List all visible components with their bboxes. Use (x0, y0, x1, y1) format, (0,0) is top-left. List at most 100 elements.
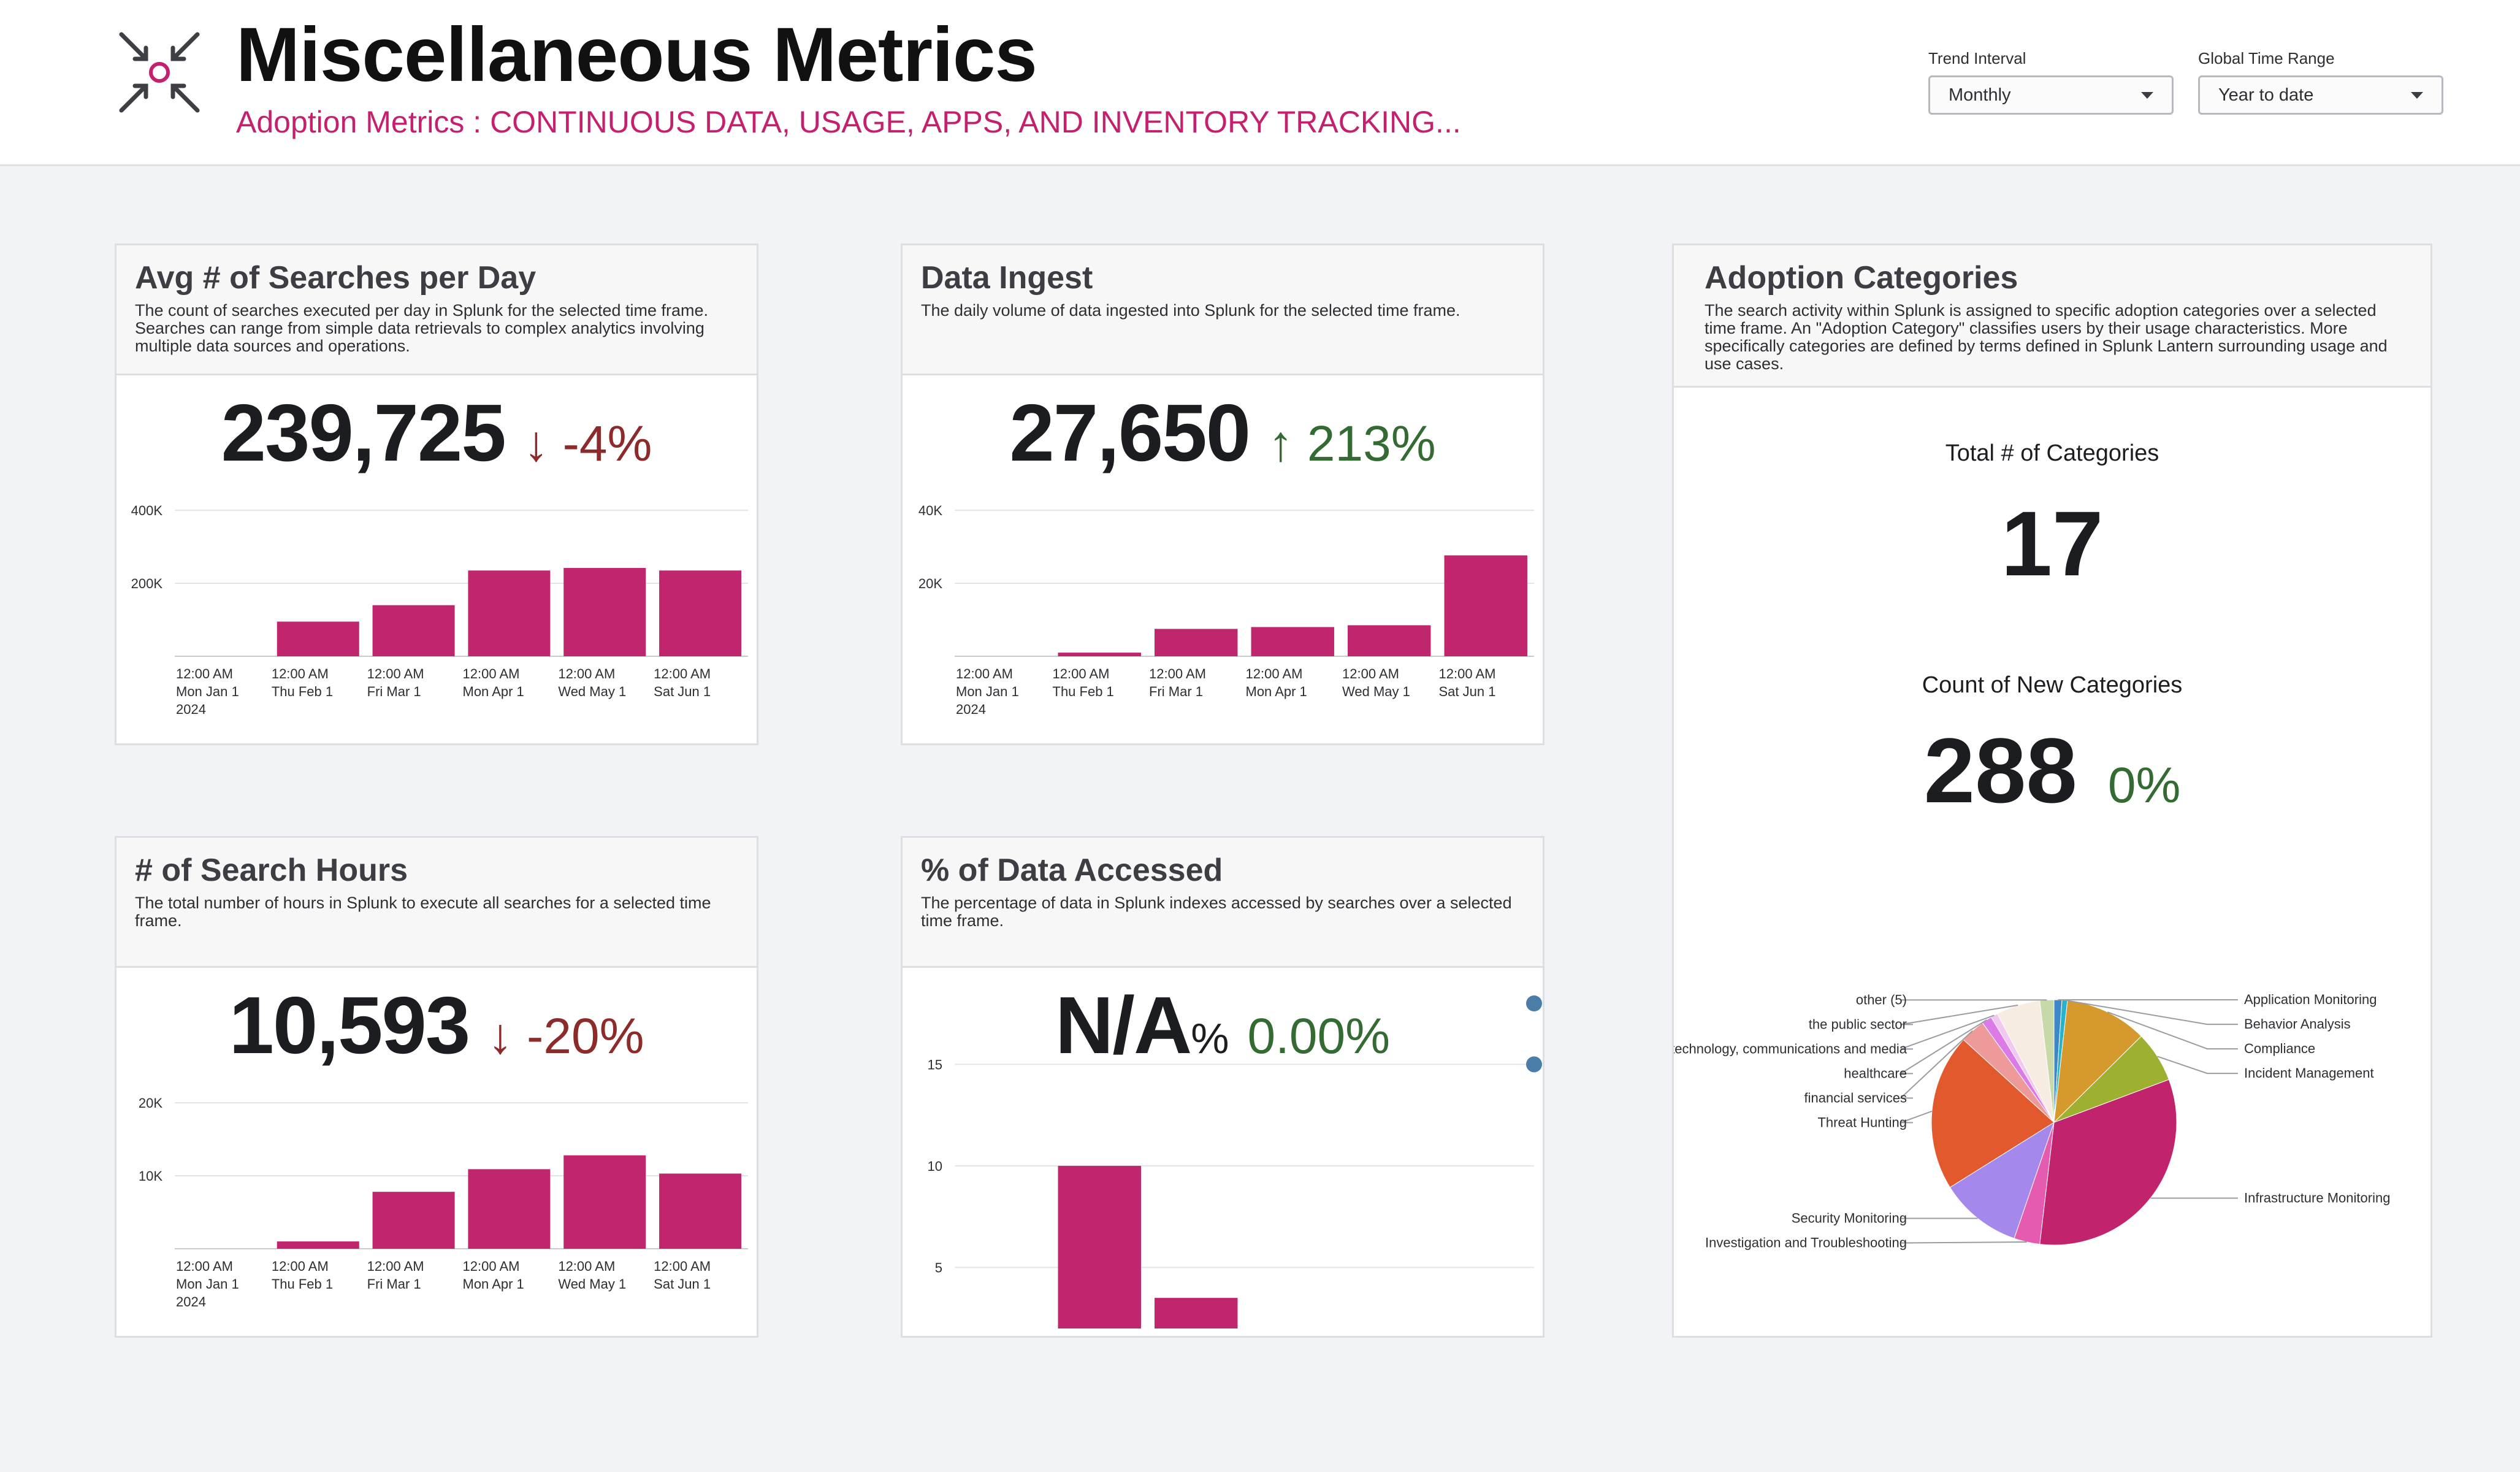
bar[interactable] (277, 1241, 359, 1249)
x-tick-label: Fri Mar 1 (367, 1276, 421, 1292)
x-tick-label: 12:00 AM (654, 1259, 711, 1274)
panel-title: Adoption Categories (1705, 260, 2018, 296)
bar[interactable] (659, 570, 742, 656)
x-tick-label: Mon Jan 1 (956, 684, 1019, 699)
new-categories-stat: 288 0% (1674, 718, 2430, 824)
x-tick-label: Thu Feb 1 (272, 1276, 333, 1292)
x-tick-label: Sat Jun 1 (654, 1276, 711, 1292)
y-tick-label: 20K (139, 1095, 162, 1111)
bar[interactable] (1155, 1298, 1238, 1328)
pie-leader-line (1900, 1110, 1933, 1124)
bar[interactable] (277, 621, 359, 656)
trend-interval-filter: Trend Interval Monthly (1928, 49, 2174, 115)
x-tick-label: Wed May 1 (1342, 684, 1410, 699)
stat-value: 239,725 (221, 388, 506, 478)
bar[interactable] (1348, 625, 1431, 656)
bar[interactable] (372, 1192, 455, 1249)
series-marker[interactable] (1526, 1056, 1542, 1073)
page-subtitle: Adoption Metrics : CONTINUOUS DATA, USAG… (236, 105, 1461, 139)
bar[interactable] (1058, 653, 1141, 656)
trend-interval-label: Trend Interval (1928, 49, 2026, 67)
x-tick-label: Wed May 1 (558, 1276, 626, 1292)
x-tick-label: Thu Feb 1 (272, 684, 333, 699)
pie-slice-label: Security Monitoring (1792, 1211, 1907, 1226)
trend-interval-select[interactable]: Monthly (1928, 75, 2174, 115)
pie-slice-label: other (5) (1856, 992, 1907, 1007)
hours-stat: 10,593 ↓ -20% (116, 979, 757, 1071)
trend-indicator: ↓ -4% (524, 416, 652, 472)
data-accessed-panel: % of Data Accessed The percentage of dat… (901, 836, 1544, 1338)
panel-description: The total number of hours in Splunk to e… (135, 894, 711, 930)
x-tick-label: Fri Mar 1 (1149, 684, 1203, 699)
pie-leader-line (1900, 1014, 1995, 1050)
pie-slice-label: Infrastructure Monitoring (2244, 1190, 2390, 1205)
x-tick-label: Mon Apr 1 (1246, 684, 1307, 699)
stat-value: 10,593 (229, 980, 471, 1070)
bar[interactable] (1444, 555, 1527, 656)
y-tick-label: 10 (928, 1159, 942, 1174)
arrow-down-icon: ↓ (523, 416, 549, 472)
trend-value: -4% (562, 416, 652, 472)
bar[interactable] (659, 1173, 742, 1249)
pie-slice-label: Investigation and Troubleshooting (1705, 1235, 1907, 1251)
pie-slice[interactable] (1931, 1039, 2055, 1188)
pie-slice[interactable] (2039, 1079, 2177, 1246)
bar[interactable] (372, 605, 455, 656)
bar[interactable] (563, 1155, 646, 1249)
bar[interactable] (1058, 1165, 1141, 1328)
bar[interactable] (1251, 627, 1334, 656)
x-tick-label: 12:00 AM (176, 1259, 233, 1274)
bar[interactable] (1155, 629, 1238, 656)
pie-leader-line (1900, 1004, 2018, 1025)
series-marker[interactable] (1526, 995, 1542, 1011)
panel-header: # of Search Hours The total number of ho… (116, 838, 757, 968)
arrows-converging-target-icon (119, 32, 200, 113)
global-time-range-filter: Global Time Range Year to date (2198, 49, 2443, 115)
pie-leader-line (1899, 1030, 1973, 1099)
x-tick-label: 12:00 AM (654, 666, 711, 681)
y-tick-label: 40K (918, 503, 942, 518)
x-tick-label: 12:00 AM (1342, 666, 1399, 681)
pie-slice-label: Incident Management (2244, 1065, 2374, 1081)
pie-slice-label: Threat Hunting (1817, 1114, 1907, 1130)
panel-description: The count of searches executed per day i… (135, 301, 709, 355)
x-tick-label: Sat Jun 1 (654, 684, 711, 699)
ingest-stat: 27,650 ↑ 213% (903, 386, 1543, 479)
bar[interactable] (468, 570, 551, 656)
x-tick-label: Thu Feb 1 (1053, 684, 1114, 699)
pie-slice-label: Compliance (2244, 1041, 2315, 1056)
pie-leader-line (1900, 1241, 2027, 1244)
new-categories-value: 288 (1923, 719, 2077, 822)
new-categories-trend: 0% (2107, 757, 2181, 813)
x-tick-label: Sat Jun 1 (1439, 684, 1496, 699)
pie-leader-line (2157, 1056, 2238, 1075)
adoption-categories-panel: Adoption Categories The search activity … (1672, 243, 2432, 1338)
x-tick-label: 12:00 AM (463, 666, 520, 681)
pie-leader-line (2107, 1011, 2238, 1050)
panel-header: Data Ingest The daily volume of data ing… (903, 245, 1543, 375)
x-tick-label: 12:00 AM (176, 666, 233, 681)
x-tick-label: 12:00 AM (367, 1259, 424, 1274)
bar[interactable] (468, 1169, 551, 1249)
trend-value: 213% (1307, 416, 1436, 472)
global-time-range-select[interactable]: Year to date (2198, 75, 2443, 115)
panel-description: The percentage of data in Splunk indexes… (921, 894, 1512, 930)
stat-value: 27,650 (1009, 388, 1251, 478)
x-tick-label: 12:00 AM (272, 666, 329, 681)
x-tick-label: 2024 (176, 1294, 206, 1309)
searches-bar-chart: 200K 400K 12:00 AM Mon Jan 1 2024 12:00 AM Thu… (131, 503, 748, 717)
x-tick-label: 12:00 AM (1246, 666, 1303, 681)
pie-slice-label: financial services (1804, 1090, 1907, 1105)
bar[interactable] (563, 568, 646, 656)
total-categories-label: Total # of Categories (1945, 440, 2159, 466)
page-title: Miscellaneous Metrics (236, 12, 1037, 98)
x-tick-label: 12:00 AM (1053, 666, 1110, 681)
arrow-up-icon: ↑ (1268, 416, 1294, 472)
y-tick-label: 200K (131, 576, 163, 591)
pie-slice-label: Behavior Analysis (2244, 1016, 2351, 1032)
y-tick-label: 10K (139, 1168, 162, 1184)
global-time-range-label: Global Time Range (2198, 49, 2335, 67)
trend-indicator: ↑ 213% (1268, 416, 1436, 472)
x-tick-label: 12:00 AM (956, 666, 1013, 681)
